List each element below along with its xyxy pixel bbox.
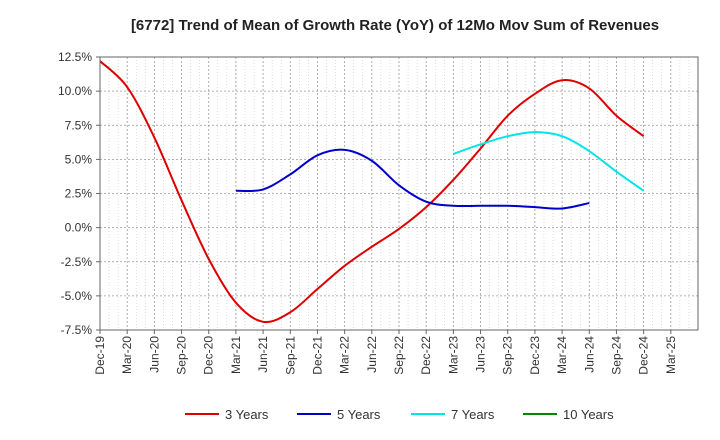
x-tick-label: Sep-21 <box>283 336 297 375</box>
x-tick-label: Mar-25 <box>664 336 678 374</box>
x-tick-label: Jun-23 <box>474 336 488 373</box>
x-tick-label: Dec-24 <box>637 336 651 375</box>
x-tick-label: Dec-19 <box>93 336 107 375</box>
x-tick-label: Mar-24 <box>555 336 569 374</box>
series-line-5-years <box>235 148 590 210</box>
x-tick-label: Mar-23 <box>446 336 460 374</box>
y-tick-label: 10.0% <box>58 84 92 98</box>
legend-label: 10 Years <box>563 407 614 422</box>
grid <box>100 56 698 331</box>
x-tick-label: Jun-21 <box>256 336 270 373</box>
x-tick-label: Dec-20 <box>202 336 216 375</box>
x-tick-label: Jun-22 <box>365 336 379 373</box>
x-tick-label: Sep-22 <box>392 336 406 375</box>
chart-title: [6772] Trend of Mean of Growth Rate (YoY… <box>131 17 659 34</box>
y-tick-label: 0.0% <box>65 221 93 235</box>
x-tick-label: Sep-23 <box>501 336 515 375</box>
x-tick-label: Jun-24 <box>582 336 596 373</box>
x-tick-label: Mar-22 <box>338 336 352 374</box>
y-axis-ticks: 12.5% 10.0% 7.5% 5.0% 2.5% 0.0% -2.5% -5.0% -7.5… <box>58 50 100 337</box>
legend-label: 7 Years <box>451 407 495 422</box>
legend: 3 Years 5 Years 7 Years 10 Years <box>185 407 614 422</box>
y-tick-label: 2.5% <box>65 187 93 201</box>
x-tick-label: Mar-20 <box>120 336 134 374</box>
series-line-3-years <box>99 60 645 324</box>
x-tick-label: Dec-21 <box>310 336 324 375</box>
legend-label: 5 Years <box>337 407 381 422</box>
series-line-7-years <box>453 131 645 192</box>
y-tick-label: -7.5% <box>61 323 93 337</box>
y-tick-label: 5.0% <box>65 152 93 166</box>
x-tick-label: Mar-21 <box>229 336 243 374</box>
x-tick-label: Dec-23 <box>528 336 542 375</box>
y-tick-label: -2.5% <box>61 255 93 269</box>
x-tick-label: Dec-22 <box>419 336 433 375</box>
x-tick-label: Jun-20 <box>147 336 161 373</box>
y-tick-label: 7.5% <box>65 118 93 132</box>
series-lines <box>99 60 645 324</box>
x-axis-ticks: Dec-19 Mar-20 Jun-20 Sep-20 Dec-20 Mar-21 Jun-… <box>93 330 678 375</box>
y-tick-label: 12.5% <box>58 50 92 64</box>
legend-label: 3 Years <box>225 407 269 422</box>
y-tick-label: -5.0% <box>61 289 93 303</box>
x-tick-label: Sep-20 <box>175 336 189 375</box>
plot-border <box>99 56 699 331</box>
x-tick-label: Sep-24 <box>609 336 623 375</box>
